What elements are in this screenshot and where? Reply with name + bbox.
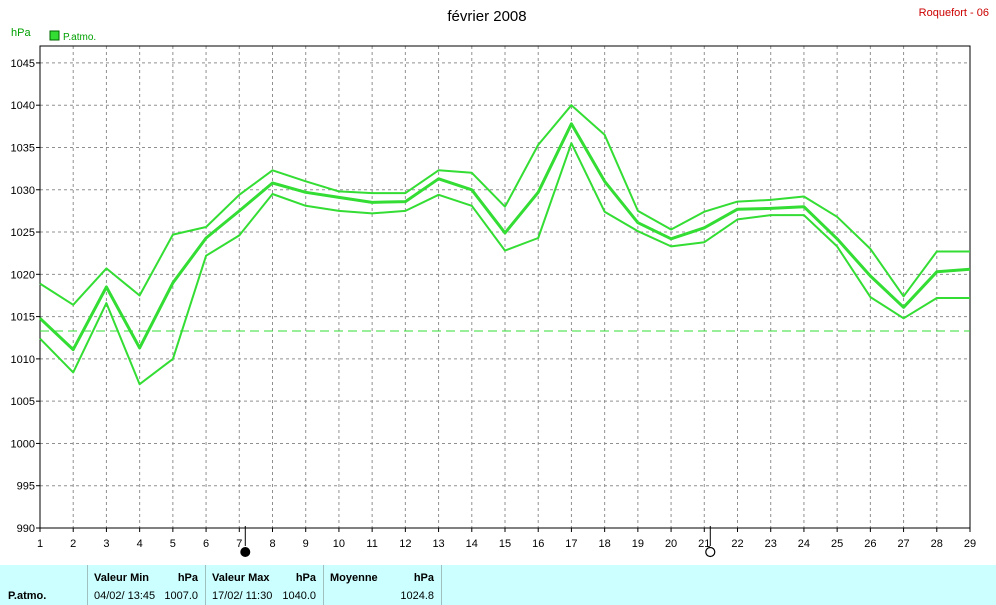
stats-max-cell: Valeur Max hPa 17/02/ 11:30 1040.0: [206, 565, 324, 605]
x-tick-label: 19: [632, 538, 644, 550]
x-tick-label: 1: [37, 538, 43, 550]
y-tick-label: 1035: [11, 142, 35, 154]
x-tick-label: 13: [432, 538, 444, 550]
grid: [39, 46, 971, 529]
x-tick-label: 27: [897, 538, 909, 550]
y-tick-label: 995: [17, 481, 35, 493]
y-tick-label: 1015: [11, 312, 35, 324]
x-tick-label: 22: [731, 538, 743, 550]
y-tick-label: 1045: [11, 58, 35, 70]
x-tick-label: 8: [269, 538, 275, 550]
x-tick-label: 4: [137, 538, 143, 550]
x-tick-label: 3: [103, 538, 109, 550]
series-line-min: [39, 142, 970, 386]
avg-value: 1024.8: [400, 590, 434, 602]
min-unit: hPa: [177, 572, 198, 584]
stats-series-label: P.atmo.: [8, 590, 47, 602]
series-line-max: [39, 104, 970, 306]
y-axis-unit: hPa: [11, 27, 31, 39]
statistics-panel: P.atmo. Valeur Min hPa 04/02/ 13:45 1007…: [0, 565, 996, 605]
x-tick-label: 15: [499, 538, 511, 550]
y-tick-label: 1020: [11, 269, 35, 281]
stats-avg-cell: Moyenne hPa 1024.8: [324, 565, 442, 605]
min-date: 04/02/ 13:45: [94, 590, 156, 602]
x-tick-label: 7: [236, 538, 242, 550]
x-tick-label: 2: [70, 538, 76, 550]
y-tick-label: 990: [17, 523, 35, 535]
x-tick-label: 23: [765, 538, 777, 550]
x-tick-label: 11: [366, 538, 377, 550]
stats-min-cell: Valeur Min hPa 04/02/ 13:45 1007.0: [88, 565, 206, 605]
y-tick-label: 1010: [11, 354, 35, 366]
x-tick-label: 6: [203, 538, 209, 550]
x-tick-label: 24: [798, 538, 810, 550]
x-tick-label: 18: [599, 538, 611, 550]
y-tick-label: 1000: [11, 438, 35, 450]
axes: 9909951000100510101015102010251030103510…: [11, 45, 976, 550]
x-tick-label: 5: [170, 538, 176, 550]
series-line-moyenne: [38, 122, 971, 352]
x-tick-label: 12: [399, 538, 411, 550]
x-tick-label: 14: [466, 538, 478, 550]
x-tick-label: 16: [532, 538, 544, 550]
x-tick-label: 10: [333, 538, 345, 550]
x-tick-label: 29: [964, 538, 976, 550]
y-tick-label: 1040: [11, 100, 35, 112]
x-tick-label: 17: [565, 538, 577, 550]
min-header: Valeur Min: [94, 572, 150, 584]
legend-label: P.atmo.: [63, 32, 96, 43]
x-tick-label: 25: [831, 538, 843, 550]
x-tick-label: 26: [864, 538, 876, 550]
max-value: 1040.0: [282, 590, 316, 602]
x-tick-label: 28: [931, 538, 943, 550]
max-unit: hPa: [295, 572, 316, 584]
min-value: 1007.0: [164, 590, 198, 602]
max-date: 17/02/ 11:30: [212, 590, 273, 602]
legend-swatch: [49, 30, 60, 41]
y-tick-label: 1005: [11, 396, 35, 408]
moon-phase-markers: [240, 526, 716, 558]
full-moon-icon: [705, 546, 716, 558]
stats-series-cell: P.atmo.: [0, 565, 88, 605]
x-tick-label: 20: [665, 538, 677, 550]
max-header: Valeur Max: [212, 572, 270, 584]
pressure-chart: février 2008 Roquefort - 06 hPa P.atmo. …: [11, 7, 989, 558]
chart-title: février 2008: [447, 8, 526, 25]
series-lines: [38, 104, 971, 386]
y-tick-label: 1030: [11, 185, 35, 197]
x-tick-label: 9: [303, 538, 309, 550]
avg-header: Moyenne: [330, 572, 378, 584]
avg-unit: hPa: [413, 572, 434, 584]
y-tick-label: 1025: [11, 227, 35, 239]
station-name: Roquefort - 06: [919, 7, 989, 19]
new-moon-icon: [240, 547, 251, 557]
x-tick-label: 21: [698, 538, 710, 550]
